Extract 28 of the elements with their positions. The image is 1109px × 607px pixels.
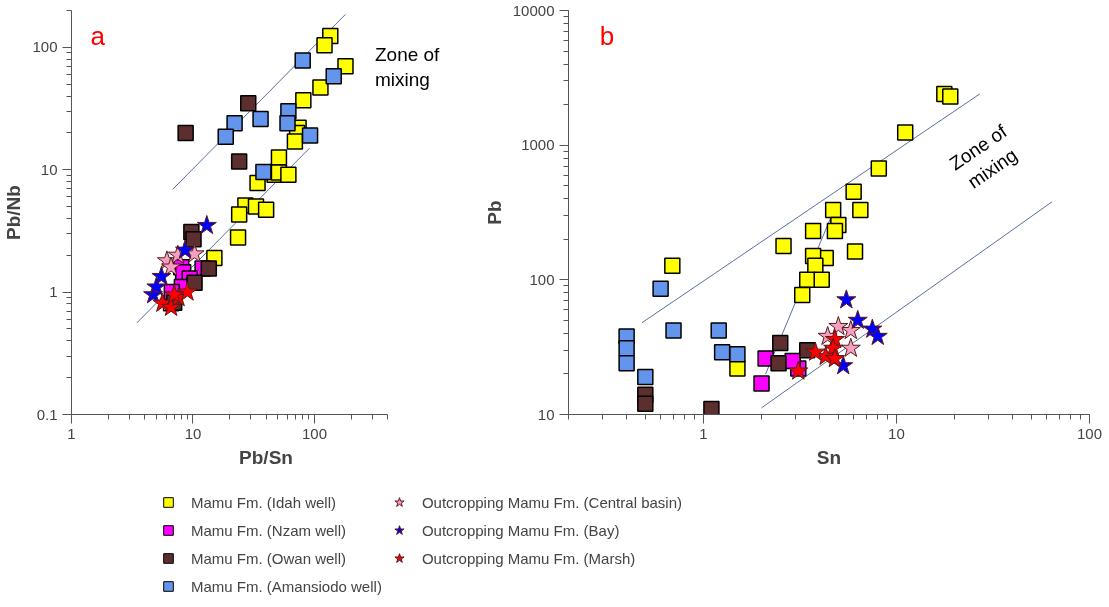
- y-tick-label: 10: [40, 160, 58, 178]
- y-tick-label: 10: [537, 405, 555, 423]
- annotation: a: [90, 20, 106, 51]
- x-tick-label: 100: [1076, 424, 1103, 442]
- y-tick-label: 10000: [512, 1, 555, 19]
- x-tick-label: 10: [184, 424, 202, 442]
- x-tick-label: 1: [699, 424, 708, 442]
- annotation: Zone of mixing: [374, 43, 441, 91]
- legend-label: Outcropping Mamu Fm. (Bay): [421, 521, 620, 539]
- x-axis-title: Sn: [816, 446, 842, 468]
- y-tick-label: 100: [529, 270, 555, 288]
- legend-label: Outcropping Mamu Fm. (Central basin): [421, 493, 682, 511]
- legend-label: Mamu Fm. (Idah well): [191, 493, 337, 511]
- y-tick-label: 100: [32, 38, 58, 56]
- x-tick-label: 10: [888, 424, 905, 442]
- legend-label: Mamu Fm. (Amansiodo well): [191, 577, 382, 595]
- y-tick-label: 1000: [521, 136, 555, 154]
- y-tick-label: 0.1: [36, 405, 58, 423]
- legend-label: Mamu Fm. (Nzam well): [191, 521, 347, 539]
- y-axis-title: Pb/Nb: [3, 185, 25, 240]
- legend-label: Outcropping Mamu Fm. (Marsh): [421, 549, 636, 567]
- legend-label: Mamu Fm. (Owan well): [191, 549, 347, 567]
- x-axis-title: Pb/Sn: [239, 446, 293, 468]
- y-tick-label: 1: [49, 283, 58, 301]
- annotation: b: [599, 20, 615, 51]
- x-tick-label: 100: [301, 424, 327, 442]
- x-tick-label: 1: [67, 424, 76, 442]
- y-axis-title: Pb: [483, 200, 505, 225]
